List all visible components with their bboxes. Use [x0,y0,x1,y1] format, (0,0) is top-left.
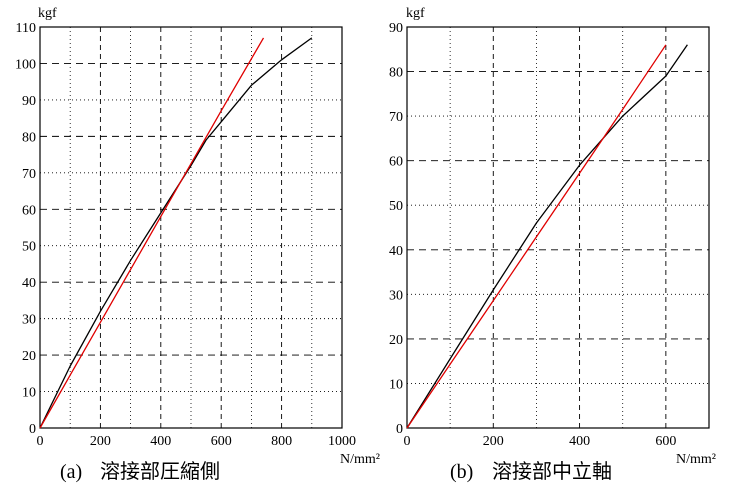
series-line-1 [39,37,313,429]
y-tick-label: 40 [389,244,403,259]
y-tick-label: 30 [389,288,403,303]
y-tick-label: 0 [29,422,36,437]
series-line-2 [406,44,667,429]
x-axis-unit: N/mm² [676,452,716,467]
x-tick-label: 0 [404,434,411,449]
y-tick-label: 20 [22,349,36,364]
y-axis-unit: kgf [406,6,425,21]
x-tick-label: 200 [90,434,111,449]
y-tick-label: 110 [16,21,36,36]
y-tick-label: 10 [22,386,36,401]
chart-caption: 溶接部圧縮側 [100,460,220,483]
y-axis-unit: kgf [38,6,57,21]
x-tick-label: 400 [569,434,590,449]
y-tick-label: 50 [389,199,403,214]
y-tick-label: 50 [22,240,36,255]
x-tick-label: 600 [655,434,676,449]
plot-frame [39,26,343,429]
plot-frame [406,26,710,429]
y-tick-label: 20 [389,333,403,348]
y-tick-label: 80 [22,130,36,145]
x-tick-label: 200 [483,434,504,449]
x-tick-label: 600 [211,434,232,449]
x-tick-label: 0 [37,434,44,449]
y-tick-label: 70 [389,110,403,125]
grid [40,27,342,428]
x-tick-label: 400 [150,434,171,449]
x-axis-unit: N/mm² [340,452,380,467]
chart-caption: 溶接部中立軸 [492,460,612,483]
y-tick-label: 90 [389,21,403,36]
y-tick-label: 0 [396,422,403,437]
series-line-2 [39,37,265,429]
grid [407,27,709,428]
y-tick-label: 40 [22,276,36,291]
x-tick-label: 1000 [328,434,356,449]
panel-label: (a) [60,461,82,483]
y-tick-label: 10 [389,377,403,392]
y-tick-label: 70 [22,167,36,182]
y-tick-label: 90 [22,94,36,109]
chart-panel-a: kgf N/mm² (a) 溶接部圧縮側 0 200 400 600 800 1000 0 1… [15,6,380,483]
panel-label: (b) [450,461,473,483]
y-tick-label: 100 [15,57,36,72]
x-tick-label: 800 [271,434,292,449]
series-line-1 [406,44,688,429]
y-tick-label: 60 [389,155,403,170]
y-tick-label: 80 [389,66,403,81]
chart-panel-b: kgf N/mm² (b) 溶接部中立軸 0 200 400 600 0 10 20 30 40… [389,6,716,483]
y-tick-label: 30 [22,313,36,328]
y-tick-label: 60 [22,203,36,218]
